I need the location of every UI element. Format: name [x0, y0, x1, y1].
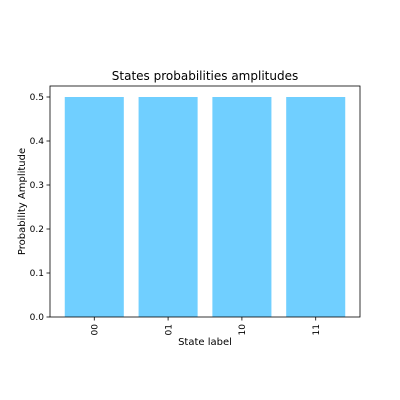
bar-11 [286, 97, 346, 317]
x-tick-label: 01 [164, 324, 174, 335]
y-axis-label: Probability Amplitude [17, 148, 28, 255]
y-tick-label: 0.5 [30, 93, 44, 103]
y-tick-label: 0.3 [30, 181, 44, 191]
x-axis-label: State label [178, 337, 232, 348]
x-axis: 00 01 10 11 [90, 317, 322, 336]
y-axis: 0.0 0.1 0.2 0.3 0.4 0.5 [30, 93, 50, 323]
x-tick-label: 10 [238, 324, 248, 336]
bars-group [64, 97, 346, 317]
x-tick-label: 11 [312, 324, 322, 335]
y-tick-label: 0.0 [30, 313, 45, 323]
y-tick-label: 0.2 [30, 225, 44, 235]
y-tick-label: 0.1 [30, 269, 44, 279]
x-tick-label: 00 [90, 324, 100, 336]
bar-00 [64, 97, 124, 317]
plot-frame [49, 85, 361, 318]
bar-10 [212, 97, 272, 317]
bar-01 [138, 97, 198, 317]
y-tick-label: 0.4 [30, 137, 45, 147]
chart-title: States probabilities amplitudes [112, 69, 298, 83]
